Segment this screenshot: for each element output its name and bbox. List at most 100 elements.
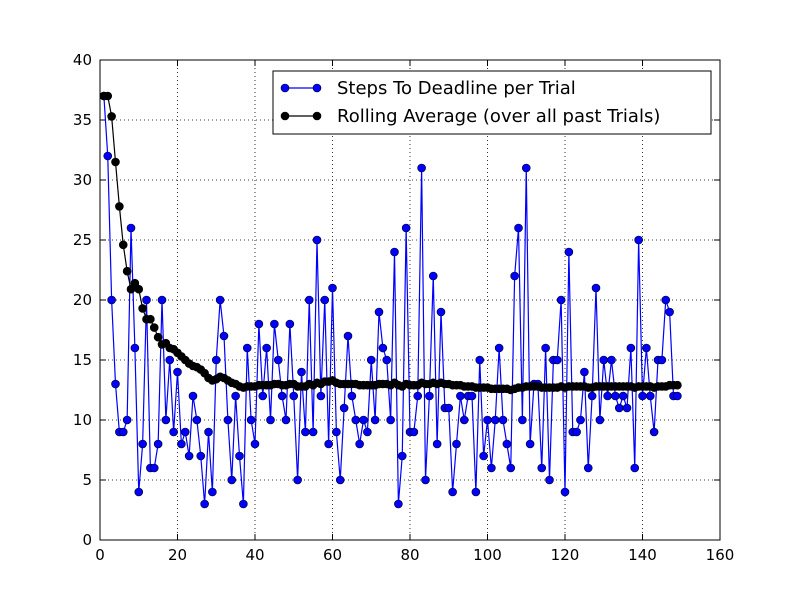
data-point: [444, 403, 454, 413]
data-point: [138, 304, 147, 313]
data-point: [448, 487, 457, 497]
data-point: [211, 355, 221, 365]
legend-label: Rolling Average (over all past Trials): [337, 106, 660, 127]
data-point: [630, 463, 640, 473]
y-tick-label: 5: [82, 471, 92, 489]
data-point: [580, 367, 589, 377]
data-point: [479, 451, 488, 461]
y-tick-label: 0: [82, 531, 92, 549]
data-point: [467, 391, 477, 401]
data-point: [138, 439, 147, 449]
data-point: [382, 355, 392, 365]
data-point: [169, 427, 178, 437]
data-point: [304, 295, 314, 305]
x-tick-label: 20: [168, 546, 187, 564]
data-point: [320, 295, 330, 305]
data-point: [146, 314, 155, 324]
data-point: [335, 475, 345, 485]
data-point: [514, 223, 523, 233]
data-point: [552, 355, 562, 365]
data-point: [161, 415, 171, 425]
y-tick-label: 10: [73, 411, 92, 429]
data-point: [165, 355, 175, 365]
series-2: [99, 91, 682, 395]
data-point: [351, 415, 361, 425]
data-point: [122, 415, 132, 425]
data-point: [192, 415, 202, 425]
data-point: [673, 391, 682, 401]
data-point: [545, 475, 554, 485]
data-point: [122, 266, 132, 276]
data-point: [254, 319, 264, 329]
data-point: [103, 151, 113, 161]
data-point: [607, 355, 616, 365]
data-point: [239, 499, 248, 509]
x-tick-label: 100: [473, 546, 502, 564]
data-point: [107, 295, 116, 305]
data-point: [576, 415, 585, 425]
legend-marker: [312, 83, 322, 93]
data-point: [266, 415, 275, 425]
data-point: [417, 163, 426, 173]
data-point: [506, 463, 516, 473]
data-point: [390, 247, 399, 257]
data-point: [425, 391, 434, 401]
data-point: [142, 295, 151, 305]
data-point: [626, 343, 636, 353]
data-point: [409, 427, 419, 437]
data-point: [521, 163, 531, 173]
series-layer: [99, 91, 682, 509]
data-point: [188, 391, 198, 401]
data-point: [428, 271, 438, 281]
data-point: [583, 463, 593, 473]
data-point: [483, 415, 492, 425]
axis-ticks: 0 20 40 60 80 100 120 140 160 0 5 10 15 20 25 30 35 40: [73, 51, 734, 564]
y-tick-label: 20: [73, 291, 92, 309]
data-point: [595, 415, 605, 425]
y-tick-label: 30: [73, 171, 92, 189]
data-point: [456, 391, 465, 401]
data-point: [475, 355, 485, 365]
data-point: [231, 391, 240, 401]
data-point: [560, 487, 570, 497]
data-point: [649, 427, 659, 437]
data-point: [130, 343, 140, 353]
legend-box: [272, 70, 712, 135]
data-point: [556, 295, 566, 305]
x-tick-label: 140: [628, 546, 657, 564]
data-point: [645, 391, 655, 401]
data-point: [242, 343, 252, 353]
data-point: [126, 223, 136, 233]
data-point: [386, 415, 395, 425]
data-point: [525, 439, 535, 449]
legend: Steps To Deadline per Trial Rolling Avera…: [272, 70, 712, 135]
x-tick-label: 40: [245, 546, 264, 564]
data-point: [355, 439, 364, 449]
data-point: [471, 487, 481, 497]
data-point: [235, 451, 244, 461]
data-point: [397, 451, 407, 461]
data-point: [173, 367, 182, 377]
x-tick-label: 60: [323, 546, 342, 564]
data-point: [452, 439, 461, 449]
data-point: [366, 355, 376, 365]
data-point: [130, 278, 140, 288]
y-tick-label: 25: [73, 231, 92, 249]
data-point: [196, 451, 206, 461]
legend-marker: [312, 111, 322, 121]
y-tick-label: 15: [73, 351, 92, 369]
x-tick-label: 0: [95, 546, 105, 564]
data-point: [297, 367, 306, 377]
data-point: [370, 415, 380, 425]
data-point: [308, 427, 318, 437]
data-point: [157, 295, 167, 305]
legend-item: Rolling Average (over all past Trials): [280, 106, 660, 127]
data-point: [494, 343, 504, 353]
x-tick-label: 80: [400, 546, 419, 564]
data-point: [611, 391, 620, 401]
data-point: [273, 355, 283, 365]
data-point: [115, 202, 124, 211]
data-point: [250, 439, 260, 449]
x-tick-label: 120: [551, 546, 580, 564]
